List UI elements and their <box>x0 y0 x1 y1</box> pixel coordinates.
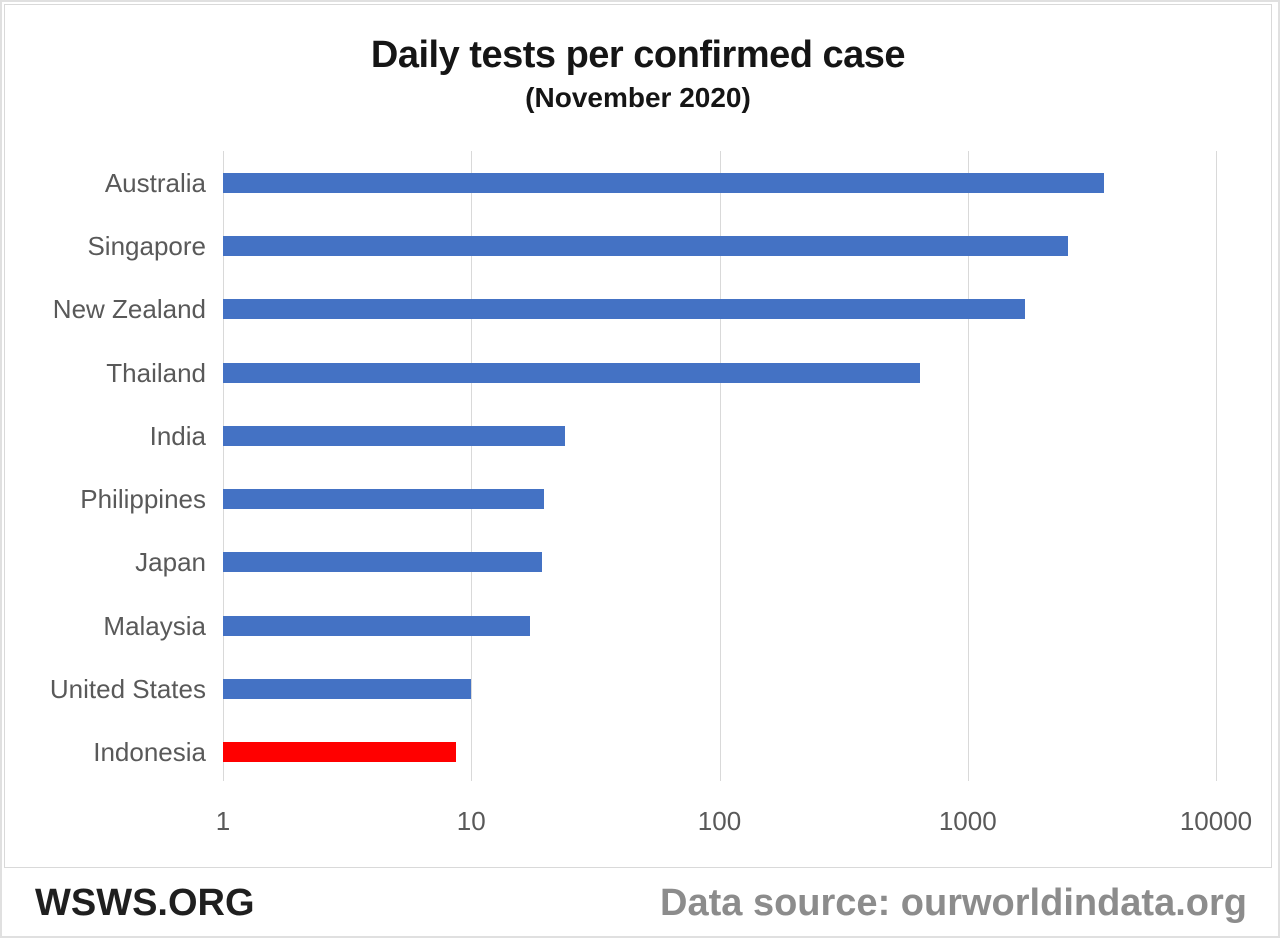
category-label-japan: Japan <box>135 547 206 578</box>
bar-thailand <box>223 362 920 383</box>
bar-indonesia <box>223 742 457 763</box>
plot-area: 1 10 100 1000 10000 Australia Singapore New Zea… <box>5 5 1271 867</box>
category-label-thailand: Thailand <box>106 357 206 388</box>
bar-singapore <box>223 235 1069 256</box>
chart-title: Daily tests per confirmed case <box>370 34 906 76</box>
category-label-indonesia: Indonesia <box>93 737 206 768</box>
chart-area: Daily tests per confirmed case (November… <box>4 4 1272 868</box>
gridline-1 <box>223 151 224 781</box>
bar-australia <box>223 172 1105 193</box>
brand-text: WSWS.ORG <box>35 881 255 924</box>
x-tick-label-1: 1 <box>215 806 231 836</box>
category-label-singapore: Singapore <box>87 230 206 261</box>
category-label-new-zealand: New Zealand <box>52 294 206 325</box>
bar-united-states <box>223 679 472 700</box>
category-label-philippines: Philippines <box>80 484 206 515</box>
title-block: Daily tests per confirmed case (November… <box>5 34 1271 114</box>
category-label-malaysia: Malaysia <box>103 610 206 641</box>
x-tick-label-10: 10 <box>456 806 486 836</box>
bar-india <box>223 425 565 446</box>
x-tick-label-100: 100 <box>697 806 742 836</box>
footer: WSWS.ORG Data source: ourworldindata.org <box>35 874 1247 932</box>
gridline-100 <box>719 151 721 781</box>
category-label-united-states: United States <box>49 674 206 705</box>
bar-new-zealand <box>223 299 1025 320</box>
bar-malaysia <box>223 615 530 636</box>
x-tick-label-1000: 1000 <box>938 806 997 836</box>
gridline-10 <box>471 151 473 781</box>
gridline-1000 <box>967 151 969 781</box>
category-label-india: India <box>149 420 206 451</box>
bar-philippines <box>223 489 545 510</box>
bar-japan <box>223 552 542 573</box>
data-source-text: Data source: ourworldindata.org <box>660 881 1247 924</box>
category-label-australia: Australia <box>104 167 206 198</box>
gridline-10000 <box>1216 151 1217 781</box>
chart-subtitle: (November 2020) <box>525 81 751 113</box>
x-tick-label-10000: 10000 <box>1179 806 1253 836</box>
